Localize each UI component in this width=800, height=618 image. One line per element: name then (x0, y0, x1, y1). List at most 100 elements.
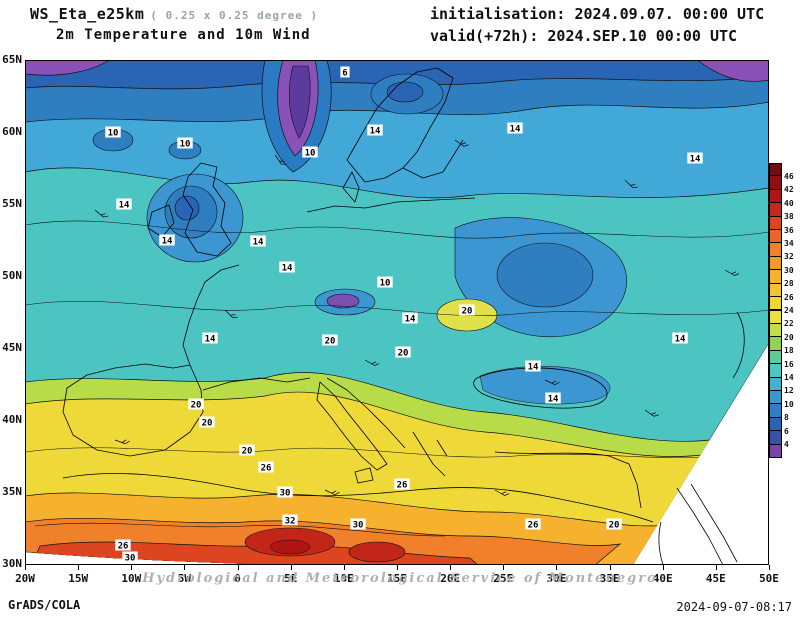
coast-italy (316, 381, 388, 471)
lon-label: 45E (705, 572, 726, 585)
colorbar-label: 24 (784, 306, 794, 315)
hot-core-inner (269, 539, 311, 555)
colorbar-label: 42 (784, 185, 794, 195)
contour-line (25, 301, 769, 316)
colorbar-label: 16 (784, 359, 794, 369)
model-name: WS_Eta_e25km (30, 5, 145, 23)
lon-tick (769, 565, 770, 570)
wind-barb (724, 269, 740, 276)
resolution-note: ( 0.25 x 0.25 degree ) (150, 9, 319, 22)
greenland-core (288, 65, 311, 139)
coast-scandinavia (346, 67, 454, 183)
contour-label: 20 (462, 307, 473, 317)
lon-label: 10W (121, 572, 142, 585)
lon-tick (25, 565, 26, 570)
render-timestamp: 2024-09-07-08:17 (676, 600, 792, 614)
lat-label: 65N (2, 53, 22, 66)
colorbar-label: 46 (784, 171, 794, 181)
lat-label: 45N (2, 341, 22, 354)
contour-label: 20 (191, 401, 202, 411)
contour-label: 14 (162, 237, 173, 247)
colorbar-label: 36 (784, 225, 794, 235)
map-area: 6 10 10 10 14 14 14 14 14 14 14 10 14 14 20 20 20 14 14 14 2… (25, 60, 769, 568)
coast-adriatic (326, 377, 406, 449)
contour-label-bg (199, 416, 215, 428)
colorbar-label: 6 (784, 426, 789, 436)
lon-label: 15E (387, 572, 407, 585)
contour-label-bg (122, 551, 138, 563)
colorbar-label: 30 (784, 265, 794, 275)
colorbar-segment (769, 309, 782, 324)
contour-label-bg (459, 304, 475, 316)
colorbar-label: 28 (784, 279, 794, 289)
contour-label: 26 (397, 481, 408, 491)
colorbar-segment (769, 215, 782, 231)
wind-barb (114, 439, 130, 445)
contour-label: 14 (253, 238, 264, 248)
colorbar-label: 14 (784, 373, 794, 383)
lon-tick (131, 565, 133, 570)
contour-line (25, 447, 716, 459)
contour-label-bg (525, 360, 541, 372)
contour-label-bg (377, 276, 393, 288)
temperature-field (25, 60, 769, 568)
contour-label-bg (105, 126, 121, 138)
colorbar-segment (769, 403, 782, 418)
wind-barb (624, 179, 638, 189)
colorbar-segment (769, 349, 782, 365)
colorbar-segment (769, 336, 782, 351)
coast-black-sea (473, 367, 608, 409)
lon-label: 5W (177, 572, 192, 585)
lon-tick (237, 565, 239, 570)
lon-tick (556, 565, 558, 570)
contour-label-bg (250, 235, 266, 247)
wind-barb (324, 489, 340, 495)
lon-label: 5E (284, 572, 298, 585)
contour-label: 26 (118, 542, 129, 552)
lat-label: 60N (2, 125, 22, 138)
colorbar-segment (769, 363, 782, 378)
lon-tick (662, 565, 664, 570)
contour-label: 20 (398, 349, 409, 359)
contour-label: 30 (125, 554, 136, 564)
contour-label-bg (188, 398, 204, 410)
contour-label-bg (159, 234, 175, 246)
contour-label-bg (322, 334, 338, 346)
norway-cold-core (386, 81, 424, 103)
contour-label: 10 (380, 279, 391, 289)
lon-label: 30E (546, 572, 567, 585)
contour-label: 10 (180, 140, 191, 150)
contour-label-bg (367, 124, 383, 136)
colorbar-label: 18 (784, 346, 794, 356)
lon-label: 15W (68, 572, 89, 585)
contour-label: 20 (609, 521, 620, 531)
lon-label: 35E (599, 572, 620, 585)
coast-britain (182, 162, 232, 257)
lon-tick (343, 565, 345, 570)
coast-iberia (62, 363, 204, 457)
colorbar-label: 26 (784, 292, 794, 302)
lon-label: 0 (234, 572, 241, 585)
contour-label: 32 (285, 517, 296, 527)
coast-sicily (354, 467, 374, 484)
contour-label: 10 (108, 129, 119, 139)
contour-line (34, 522, 446, 537)
colorbar-segment (769, 255, 782, 271)
colorbar-label: 34 (784, 238, 794, 248)
colorbar-segment (769, 416, 782, 432)
wind-barb (274, 154, 287, 165)
wind-barb (544, 379, 560, 385)
contour-label-bg (202, 332, 218, 344)
contour-label-bg (687, 152, 703, 164)
contour-label-bg (606, 518, 622, 530)
lon-tick (290, 565, 292, 570)
colorbar-segment (769, 175, 782, 190)
contour-label: 20 (202, 419, 213, 429)
alps-cold-core (326, 293, 360, 309)
contour-label: 20 (242, 447, 253, 457)
contour-label-bg (279, 261, 295, 273)
colorbar-label: 12 (784, 386, 794, 396)
contour-label: 14 (528, 363, 539, 373)
wind-barb (644, 409, 659, 417)
colorbar-segment (769, 269, 782, 284)
